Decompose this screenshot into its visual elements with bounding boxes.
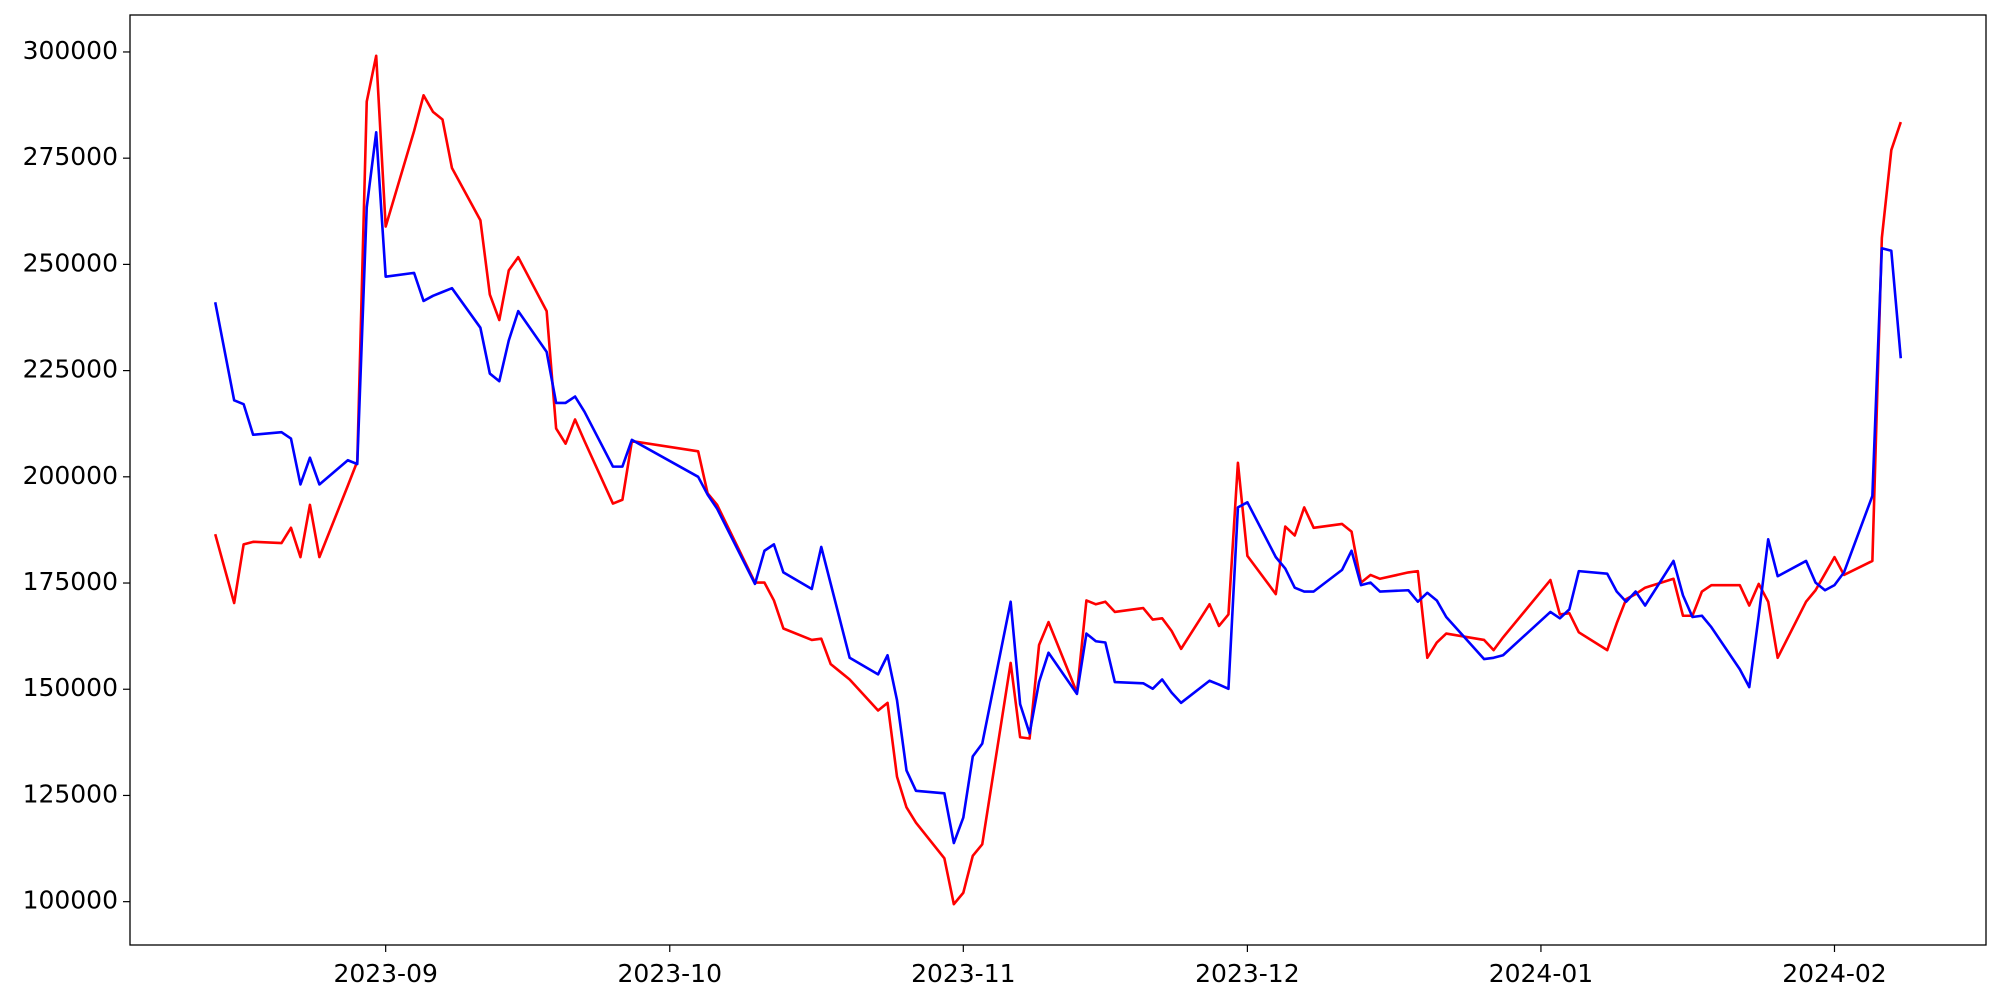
y-tick-label: 175000: [23, 567, 118, 596]
x-tick-label: 2023-12: [1195, 959, 1299, 988]
y-tick-label: 250000: [23, 248, 118, 277]
y-tick-label: 300000: [23, 36, 118, 65]
x-tick-label: 2024-01: [1489, 959, 1593, 988]
y-tick-label: 125000: [23, 779, 118, 808]
series-line: [213, 130, 1903, 845]
x-tick-label: 2024-02: [1782, 959, 1886, 988]
y-tick-label: 100000: [23, 886, 118, 915]
plot-frame: [129, 14, 1987, 946]
y-tick-label: 225000: [23, 355, 118, 384]
y-tick-label: 200000: [23, 461, 118, 490]
series-line: [213, 54, 1903, 906]
x-tick-label: 2023-09: [333, 959, 437, 988]
x-tick-label: 2023-11: [911, 959, 1015, 988]
y-tick-label: 150000: [23, 673, 118, 702]
x-tick-label: 2023-10: [618, 959, 722, 988]
y-tick-label: 275000: [23, 142, 118, 171]
